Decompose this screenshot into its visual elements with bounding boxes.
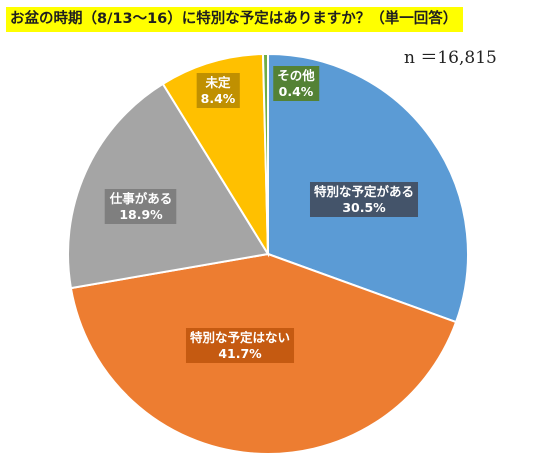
slice-value-label: 41.7% <box>218 346 262 361</box>
slice-label-box <box>309 182 419 217</box>
slice-label-box <box>196 73 240 108</box>
slice-category-label: 特別な予定がある <box>314 184 414 199</box>
slice-label-box <box>185 328 295 363</box>
slice-category-label: その他 <box>277 68 315 83</box>
slice-value-label: 18.9% <box>119 207 163 222</box>
slice-label-box <box>104 189 177 224</box>
chart-title: お盆の時期（8/13〜16）に特別な予定はありますか？（単一回答） <box>6 7 464 32</box>
slice-category-label: 特別な予定はない <box>190 330 290 345</box>
slice-value-label: 30.5% <box>342 200 386 215</box>
sample-size-label: n ＝16,815 <box>404 48 497 68</box>
pie-slice-3 <box>67 82 270 290</box>
slice-category-label: 仕事がある <box>109 191 173 206</box>
slice-value-label: 0.4% <box>279 84 314 99</box>
pie-slice-5 <box>261 52 269 255</box>
pie-slice-4 <box>161 53 270 258</box>
slice-label-box <box>273 66 320 101</box>
slice-category-label: 未定 <box>204 75 231 90</box>
slice-label-4: 未定8.4% <box>196 73 240 108</box>
slice-value-label: 8.4% <box>201 91 236 106</box>
